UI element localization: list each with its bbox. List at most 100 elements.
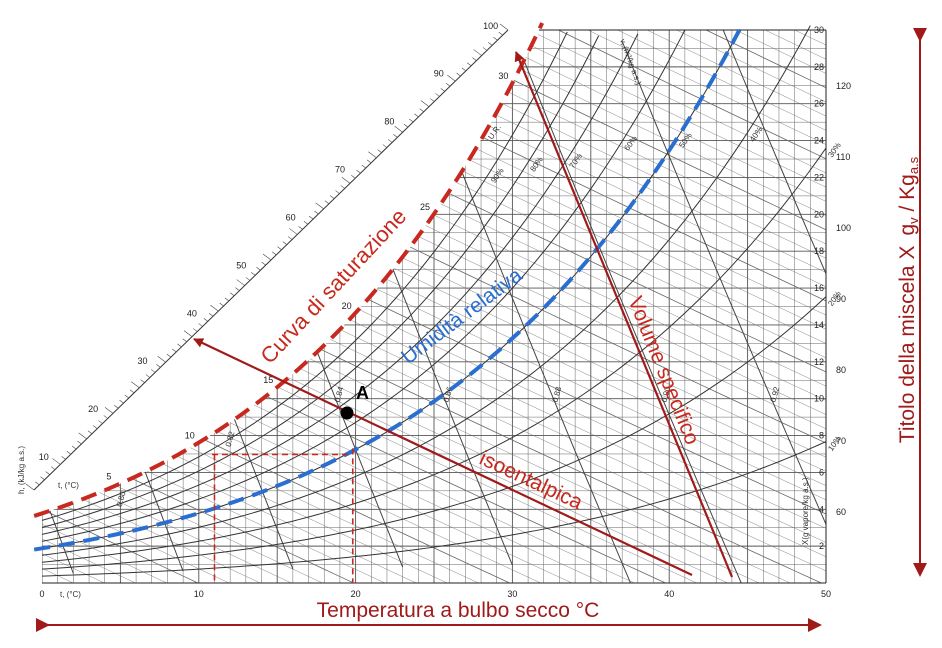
enthalpy-scale-tick [472, 57, 477, 61]
x-tick-unit-label: t, (°C) [60, 590, 81, 599]
enthalpy-scale-tick [235, 287, 240, 291]
enthalpy-right-label: 120 [836, 81, 851, 91]
enthalpy-scale-tick [35, 481, 40, 486]
enthalpy-right-label: 70 [836, 436, 846, 446]
enthalpy-scale-tick [210, 304, 219, 312]
y-axis-title: Titolo della miscela Xgv / Kga.s [896, 156, 921, 443]
enthalpy-scale-tick [473, 49, 482, 56]
y-tick-label: 18 [814, 246, 824, 256]
enthalpy-scale-tick [403, 123, 409, 128]
saturation-temp-label: 30 [498, 71, 508, 81]
saturation-temp-label: 25 [420, 202, 430, 212]
enthalpy-scale-tick [245, 277, 251, 281]
enthalpy-scale-tick [93, 425, 98, 429]
isenthalpic-gridline [42, 107, 826, 557]
x-tick-label: 10 [194, 589, 204, 599]
isenthalpic-gridline [42, 419, 262, 583]
enthalpy-scale-tick [282, 241, 287, 245]
enthalpy-scale-tick [119, 399, 124, 404]
enthalpy-scale-tick [50, 466, 56, 470]
enthalpy-right-label: 110 [836, 152, 850, 162]
rh-curve [41, 296, 827, 570]
enthalpy-scale-tick [420, 100, 430, 107]
enthalpy-scale-tick [324, 200, 330, 205]
y-tick-label: 20 [814, 209, 824, 219]
isenthalpic-gridline [42, 463, 168, 583]
y-tick-label: 6 [819, 467, 824, 477]
isenthalpic-gridline [42, 255, 607, 583]
enthalpy-scale-tick [456, 72, 461, 77]
enthalpy-scale-tick [430, 98, 435, 102]
isenthalpic-gridline [42, 374, 356, 583]
enthalpy-scale-tick [287, 236, 293, 240]
enthalpy-scale-tick [499, 23, 509, 31]
point-a-label: A [356, 383, 369, 403]
isenthalpic-gridline [42, 210, 701, 583]
x-tick-label: 30 [507, 589, 517, 599]
isenthalpic-gridline [653, 30, 826, 103]
x-tick-label: 20 [351, 589, 361, 599]
enthalpy-right-label: 90 [836, 294, 846, 304]
isenthalpic-gridline [763, 30, 826, 46]
specific-volume-label: 0.90 [660, 385, 673, 403]
y-tick-label: 24 [814, 136, 824, 146]
enthalpy-scale-tick [482, 47, 488, 51]
enthalpy-scale-tick [203, 318, 208, 322]
enthalpy-scale-tick [198, 323, 203, 327]
enthalpy-scale-tick [172, 348, 177, 353]
isenthalpic-gridline [527, 30, 826, 160]
enthalpy-scale-tick [124, 394, 129, 399]
isenthalpic-gridline [700, 30, 826, 74]
point-a-marker [340, 406, 354, 420]
enthalpy-scale-tick [166, 353, 172, 358]
y-unit-label: X(g vapore/kg a.s.) [801, 477, 810, 545]
enthalpy-scale-tick [129, 389, 135, 394]
enthalpy-scale-tick [394, 125, 403, 133]
isenthalpic-gridline [42, 30, 826, 444]
enthalpy-tick-label: 40 [187, 308, 197, 318]
y-tick-label: 12 [814, 357, 824, 367]
enthalpy-scale-tick [461, 67, 467, 72]
enthalpy-scale-tick [314, 210, 319, 215]
enthalpy-scale-tick [177, 343, 182, 348]
enthalpy-scale-tick [298, 226, 303, 230]
rh-curve [41, 25, 811, 556]
enthalpy-scale-tick [351, 174, 356, 179]
isenthalpic-gridline [42, 136, 826, 583]
isenthalpic-gridline [42, 389, 325, 583]
enthalpy-scale-tick [377, 149, 382, 153]
rh-curve [41, 33, 639, 535]
enthalpy-scale-tick [277, 246, 282, 251]
enthalpy-scale-tick [315, 202, 324, 210]
enthalpy-scale-tick [368, 151, 377, 159]
isenthalpic-arrow [193, 338, 693, 576]
x-tick-label: 40 [664, 589, 674, 599]
enthalpy-scale-tick [303, 220, 309, 225]
isenthalpic-gridline [42, 240, 638, 583]
isenthalpic-gridline [42, 404, 293, 583]
saturation-temp-unit: t, (°C) [58, 481, 79, 490]
enthalpy-scale-tick [98, 420, 103, 424]
enthalpy-right-label: 100 [836, 223, 851, 233]
enthalpy-scale-tick [262, 253, 272, 261]
specific-volume-gridline [42, 30, 184, 572]
enthalpy-scale-tick [361, 164, 366, 169]
enthalpy-scale-tick [447, 74, 456, 82]
enthalpy-scale-tick [66, 450, 72, 455]
enthalpy-tick-label: 60 [286, 212, 296, 222]
enthalpy-scale-tick [78, 432, 87, 440]
enthalpy-scale-tick [25, 483, 35, 491]
isenthalpic-gridline [42, 448, 199, 583]
specific-volume-label: 0.84 [333, 385, 346, 403]
enthalpy-scale-tick [330, 195, 335, 199]
relative-humidity-curve [33, 22, 745, 552]
isenthalpic-gridline [496, 30, 826, 174]
enthalpy-scale-tick [308, 215, 314, 220]
y-tick-label: 26 [814, 99, 824, 109]
isenthalpic-gridline [42, 433, 231, 583]
enthalpy-scale-tick [382, 144, 388, 148]
enthalpy-scale-tick [224, 297, 230, 302]
enthalpy-tick-label: 10 [39, 452, 49, 462]
isenthalpic-gridline [669, 30, 826, 89]
